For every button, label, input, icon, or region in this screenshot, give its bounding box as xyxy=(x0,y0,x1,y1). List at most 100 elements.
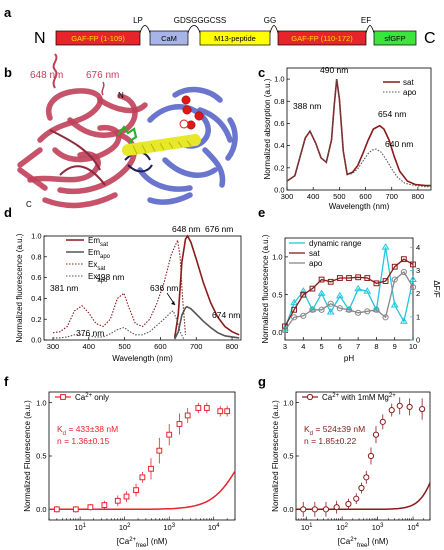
data-marker xyxy=(281,327,289,334)
y-tick-label: 0.4 xyxy=(31,294,41,303)
gaf-ribbon xyxy=(37,88,103,143)
kd-label: Kd = 524±39 nM xyxy=(304,424,365,437)
x-tick-label: 400 xyxy=(83,342,96,351)
cam-ribbon xyxy=(225,117,238,161)
data-marker xyxy=(345,500,352,508)
label-part: [Ca xyxy=(338,537,351,546)
label-part: apo xyxy=(97,278,108,284)
label-part: = 524±39 nM xyxy=(313,424,365,434)
label-part: ] (nM) xyxy=(146,537,167,546)
x-tick-label: 700 xyxy=(190,342,203,351)
data-marker xyxy=(166,431,173,438)
data-marker xyxy=(355,274,362,281)
legend-label: dynamic range xyxy=(309,239,362,248)
data-marker xyxy=(290,298,299,306)
linker-arc xyxy=(139,25,151,34)
y-axis-label: Normalized fluorescence (a.u.) xyxy=(261,234,270,343)
y-axis-label: Normalized fluorescence (a.u.) xyxy=(15,233,24,342)
x-tick-label: 800 xyxy=(412,192,425,201)
y-tick-label: 1.0 xyxy=(272,252,282,261)
segment-label: GAF-FP (1-109) xyxy=(71,34,125,43)
label-part: 10 xyxy=(301,523,309,532)
series-line-Em-sat xyxy=(173,234,240,339)
x-tick-label: 500 xyxy=(333,192,346,201)
segment-label: CaM xyxy=(161,34,177,43)
calcium-ion xyxy=(182,105,192,115)
data-marker xyxy=(309,306,316,313)
y-tick-label: 0.6 xyxy=(31,273,41,282)
data-marker xyxy=(336,275,343,281)
data-marker xyxy=(101,502,108,508)
y-tick-label: 0.0 xyxy=(31,336,41,345)
segment-box xyxy=(373,30,417,46)
linker-arc xyxy=(187,25,201,34)
data-marker xyxy=(335,291,344,299)
series-line-dynamic-range xyxy=(284,247,414,329)
y-right-axis-label: ΔF/F xyxy=(432,280,441,297)
panel-letter-f: f xyxy=(4,374,9,389)
y-right-tick-label: 1 xyxy=(416,312,420,321)
panel-letter-e: e xyxy=(258,205,265,220)
data-marker xyxy=(409,284,417,291)
x-tick-label: 600 xyxy=(154,342,167,351)
y-tick-label: 1.0 xyxy=(274,75,284,84)
x-tick-label: 104 xyxy=(208,523,220,532)
kd-label: Kd = 433±38 nM xyxy=(57,424,118,437)
data-marker xyxy=(184,412,191,419)
y-tick-label: 1.0 xyxy=(31,232,41,241)
x-axis-label: [Ca2+free] (nM) xyxy=(117,537,168,549)
x-tick-label: 500 xyxy=(118,342,131,351)
peak-label: 674 nm xyxy=(212,310,240,320)
gaf-ribbon xyxy=(27,151,101,183)
y-right-tick-label: 2 xyxy=(416,289,420,298)
data-marker xyxy=(388,407,395,414)
data-marker xyxy=(346,275,352,281)
calcium-ion xyxy=(179,119,189,129)
data-marker xyxy=(72,506,79,513)
label-part: sat xyxy=(97,266,105,272)
data-marker xyxy=(311,506,318,513)
legend-marker xyxy=(306,393,314,401)
peak-label: 654 nm xyxy=(378,109,406,119)
x-axis-label: [Ca2+free] (nM) xyxy=(338,537,389,549)
data-marker xyxy=(364,308,371,315)
x-tick-label: 103 xyxy=(372,523,384,532)
data-marker xyxy=(139,474,146,481)
label-part: sat xyxy=(100,242,108,248)
n-terminus-label: N xyxy=(34,30,46,47)
x-tick-label: 101 xyxy=(301,523,313,532)
peak-label: 648 nm xyxy=(172,224,200,234)
x-tick-label: 101 xyxy=(74,523,86,532)
legend-label: Ca2+ only xyxy=(75,393,109,402)
x-tick-label: 700 xyxy=(385,192,398,201)
data-marker xyxy=(409,275,417,283)
y-tick-label: 0.2 xyxy=(31,315,41,324)
label-part: apo xyxy=(100,254,111,260)
m13-helix-stripe xyxy=(186,140,192,146)
segment-label: GAF-FP (110-172) xyxy=(291,34,353,43)
m13-helix-stripe xyxy=(168,142,174,149)
data-marker xyxy=(300,291,307,298)
m13-helix-stripe xyxy=(132,145,138,155)
label-part: 10 xyxy=(372,523,380,532)
legend-label: Emapo xyxy=(88,248,111,260)
y-axis-label: Normalized absorption (a.u.) xyxy=(263,78,272,179)
data-marker xyxy=(399,317,408,324)
fit-curve xyxy=(49,470,236,511)
x-tick-label: 3 xyxy=(283,342,287,351)
label-part: Ca xyxy=(322,393,333,402)
series-line-apo xyxy=(284,271,414,331)
series-line-sat xyxy=(284,258,414,327)
label-part: d xyxy=(63,431,66,437)
m13-helix-stripe xyxy=(150,143,156,152)
x-axis-label: Wavelength (nm) xyxy=(329,202,390,211)
data-marker xyxy=(299,287,308,294)
label-part: Ex xyxy=(88,272,97,281)
data-marker xyxy=(382,278,389,284)
y-tick-label: 0.5 xyxy=(272,290,282,299)
panel-e-ph-chart: 3 4 5 6 7 8 9 10 0.0 0.5 1.0 0 1 2 3 4 pH Normalized fluo… xyxy=(261,234,441,363)
linker-arc xyxy=(365,25,375,34)
data-marker xyxy=(156,447,163,454)
